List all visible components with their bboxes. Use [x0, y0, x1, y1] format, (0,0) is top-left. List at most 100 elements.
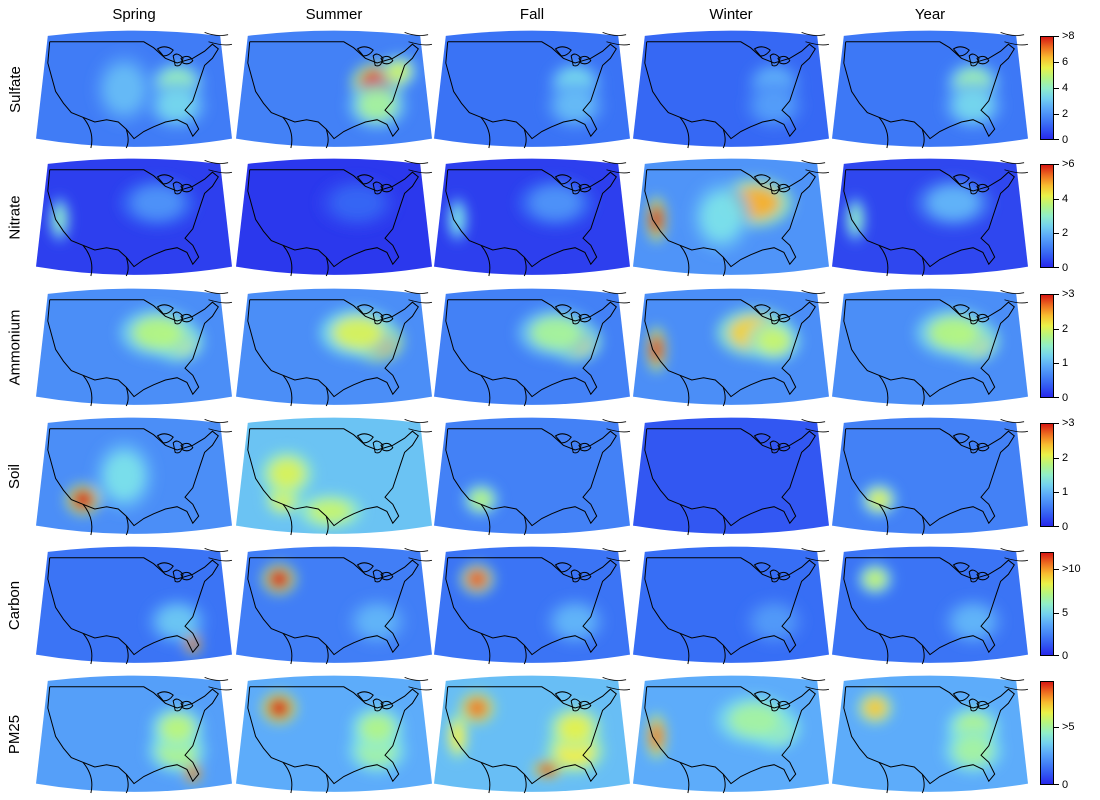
- map-background-field: [832, 675, 1028, 792]
- colorbar-tick: [1054, 363, 1059, 365]
- great-lakes-outline: [554, 46, 592, 67]
- great-lakes-outline: [554, 433, 592, 454]
- mexico-coastline: [82, 116, 129, 149]
- us-outline: [47, 428, 219, 527]
- map-background-field: [633, 417, 829, 534]
- canada-coastline: [204, 290, 233, 304]
- hotspot-southeast: [754, 606, 794, 637]
- map-carbon-year: [832, 546, 1029, 665]
- colorbar-tick: [1054, 457, 1059, 459]
- colorbar-tick-label: 2: [1062, 451, 1069, 464]
- row-label-soil: Soil: [2, 415, 28, 537]
- mexico-coastline: [480, 503, 527, 536]
- us-outline: [843, 169, 1015, 268]
- great-lakes-outline: [952, 691, 990, 712]
- us-outline: [247, 41, 419, 140]
- mexico-coastline: [82, 503, 129, 536]
- us-outline: [47, 299, 219, 398]
- great-lakes-outline: [156, 174, 194, 195]
- map-field-carbon-year: [832, 546, 1029, 665]
- canada-coastline: [801, 32, 830, 46]
- map-background-field: [236, 30, 432, 147]
- map-background-field: [36, 546, 232, 663]
- map-ammonium-spring: [36, 288, 233, 407]
- colorbar-nitrate: 0 2 4 >6: [1040, 158, 1098, 276]
- map-background-field: [434, 417, 630, 534]
- canada-coastline: [602, 32, 631, 46]
- map-sulfate-fall: [434, 30, 631, 149]
- us-outline: [843, 686, 1015, 785]
- hotspot-northwest: [863, 568, 887, 590]
- map-field-nitrate-spring: [36, 158, 233, 277]
- colorbar-tick-label: 4: [1062, 82, 1069, 94]
- hotspot-midwest: [530, 186, 581, 220]
- hotspot-southeast: [555, 606, 595, 637]
- colorbar-gradient: [1040, 36, 1054, 140]
- colorbar-tick-label: >10: [1062, 563, 1081, 576]
- map-field-ammonium-year: [832, 288, 1029, 407]
- hotspot-southeast: [357, 606, 397, 637]
- mexico-coastline: [282, 761, 329, 794]
- canada-coastline: [204, 419, 233, 433]
- map-background-field: [633, 546, 829, 663]
- hotspot-midwest: [132, 186, 183, 220]
- hotspot-southeast: [157, 90, 197, 121]
- mexico-coastline: [282, 374, 329, 407]
- us-outline: [247, 169, 419, 268]
- colorbar-tick-label: 0: [1062, 262, 1069, 274]
- map-field-ammonium-fall: [434, 288, 631, 407]
- us-outline: [247, 686, 419, 785]
- colorbar-carbon: 0 5 >10: [1040, 552, 1098, 664]
- hotspot-southeast: [953, 735, 993, 766]
- mexico-coastline: [679, 761, 726, 794]
- us-outline: [47, 169, 219, 268]
- map-field-sulfate-winter: [633, 30, 830, 149]
- map-field-nitrate-year: [832, 158, 1029, 277]
- map-field-pm25-summer: [236, 675, 433, 794]
- colorbar-tick-label: >5: [1062, 721, 1075, 734]
- mexico-coastline: [878, 761, 925, 794]
- mexico-coastline: [878, 503, 925, 536]
- map-background-field: [832, 417, 1028, 534]
- us-outline: [445, 428, 617, 527]
- colorbar-tick: [1054, 397, 1059, 398]
- map-carbon-winter: [633, 546, 830, 665]
- colorbar-tick-label: >3: [1062, 417, 1075, 429]
- great-lakes-outline: [554, 691, 592, 712]
- row-label-text: Nitrate: [6, 194, 24, 240]
- hotspot-southwest: [469, 488, 493, 511]
- map-background-field: [434, 30, 630, 147]
- great-lakes-outline: [952, 174, 990, 195]
- colorbar-tick: [1054, 198, 1059, 200]
- canada-coastline: [204, 548, 233, 562]
- great-lakes-outline: [952, 562, 990, 583]
- colorbar-tick: [1054, 139, 1059, 140]
- row-label-text: Ammonium: [6, 309, 24, 385]
- column-title-summer: Summer: [305, 6, 363, 23]
- map-carbon-summer: [236, 546, 433, 665]
- hotspot-northwest: [267, 697, 291, 719]
- great-lakes-outline: [952, 304, 990, 325]
- canada-coastline: [404, 548, 433, 562]
- hotspot-great-plains: [701, 193, 741, 241]
- map-background-field: [236, 546, 432, 663]
- canada-coastline: [404, 419, 433, 433]
- canada-coastline: [801, 548, 830, 562]
- map-pm25-year: [832, 675, 1029, 794]
- row-label-text: Carbon: [6, 580, 24, 630]
- hotspot-california: [649, 334, 664, 365]
- hotspot-southwest: [867, 488, 891, 511]
- great-lakes-outline: [356, 174, 394, 195]
- us-outline: [843, 41, 1015, 140]
- map-background-field: [36, 675, 232, 792]
- colorbar-tick-label: 0: [1062, 392, 1069, 404]
- hotspot-gulf-coast: [537, 763, 558, 776]
- map-soil-summer: [236, 417, 433, 536]
- colorbar-tick-label: 5: [1062, 606, 1069, 619]
- colorbar-soil: 0 1 2 >3: [1040, 417, 1098, 535]
- map-field-nitrate-winter: [633, 158, 830, 277]
- map-field-pm25-spring: [36, 675, 233, 794]
- great-lakes-outline: [753, 433, 791, 454]
- colorbar-tick: [1054, 423, 1059, 424]
- mexico-coastline: [480, 116, 527, 149]
